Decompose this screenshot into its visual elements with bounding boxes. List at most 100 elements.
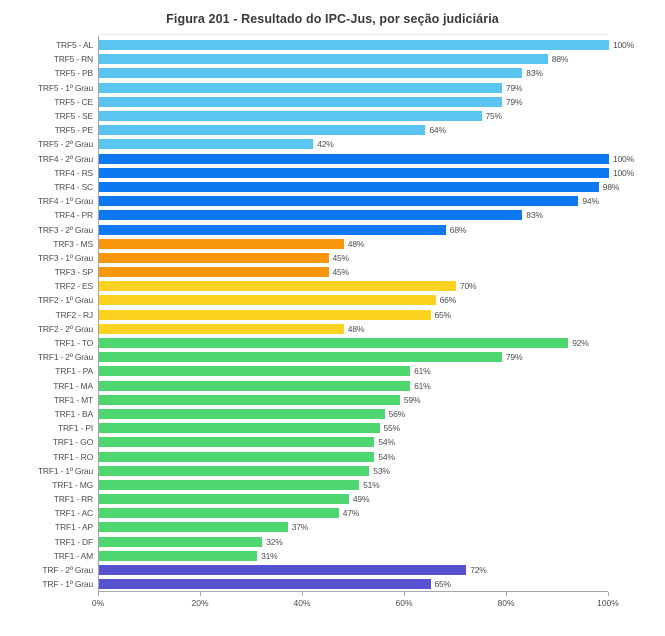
category-label: TRF5 - SE bbox=[54, 111, 94, 122]
y-axis-line bbox=[98, 36, 99, 592]
value-label: 94% bbox=[582, 196, 599, 207]
x-axis-tick bbox=[200, 592, 201, 597]
bar-track: 94% bbox=[99, 196, 609, 207]
bar-track: 54% bbox=[99, 451, 609, 462]
bar-track: 54% bbox=[99, 437, 609, 448]
bar-row: TRF3 - 2º Grau 68% bbox=[0, 222, 665, 236]
bar bbox=[99, 281, 456, 292]
value-label: 32% bbox=[266, 536, 283, 547]
bar-row: TRF5 - 1º Grau 79% bbox=[0, 81, 665, 95]
bar-row: TRF5 - SE 75% bbox=[0, 109, 665, 123]
category-label: TRF3 - MS bbox=[53, 238, 93, 249]
bar-track: 31% bbox=[99, 550, 609, 561]
bar bbox=[99, 550, 258, 561]
bar-track: 65% bbox=[99, 579, 609, 590]
bar-track: 45% bbox=[99, 252, 609, 263]
category-label: TRF1 - GO bbox=[52, 437, 93, 448]
category-label: TRF3 - SP bbox=[54, 267, 94, 278]
bar-row: TRF2 - ES 70% bbox=[0, 279, 665, 293]
bar bbox=[99, 536, 263, 547]
bar bbox=[99, 423, 380, 434]
bar-track: 98% bbox=[99, 181, 619, 192]
bar-row: TRF1 - RR 49% bbox=[0, 492, 665, 506]
bar-row: TRF1 - MG 51% bbox=[0, 478, 665, 492]
category-label: TRF1 - PA bbox=[55, 366, 93, 377]
value-label: 79% bbox=[505, 82, 523, 93]
value-label: 47% bbox=[342, 508, 360, 519]
value-label: 83% bbox=[526, 210, 543, 221]
value-label: 48% bbox=[347, 323, 365, 334]
bar bbox=[99, 451, 375, 462]
category-label: TRF5 - PE bbox=[54, 125, 94, 136]
bar bbox=[99, 579, 431, 590]
bar-row: TRF1 - PI 55% bbox=[0, 421, 665, 435]
bar-track: 56% bbox=[99, 408, 609, 419]
bar bbox=[99, 224, 446, 235]
bar-track: 32% bbox=[99, 536, 609, 547]
bar bbox=[99, 181, 599, 192]
value-label: 65% bbox=[434, 579, 452, 590]
bar-row: TRF4 - PR 83% bbox=[0, 208, 665, 222]
category-label: TRF - 1º Grau bbox=[42, 579, 93, 590]
bar-track: 83% bbox=[99, 68, 609, 79]
bar-row: TRF1 - BA 56% bbox=[0, 407, 665, 421]
bar-row: TRF1 - PA 61% bbox=[0, 364, 665, 378]
value-label: 55% bbox=[383, 423, 401, 434]
category-label: TRF5 - PB bbox=[54, 68, 94, 79]
value-label: 61% bbox=[414, 366, 431, 377]
bar-track: 75% bbox=[99, 111, 609, 122]
value-label: 100% bbox=[613, 167, 634, 178]
bar-row: TRF4 - 1º Grau 94% bbox=[0, 194, 665, 208]
bar bbox=[99, 111, 482, 122]
bar-track: 45% bbox=[99, 267, 609, 278]
bar-track: 100% bbox=[99, 153, 634, 164]
bar-track: 49% bbox=[99, 494, 609, 505]
bar bbox=[99, 522, 288, 533]
bar bbox=[99, 494, 349, 505]
bar-row: TRF - 1º Grau 65% bbox=[0, 577, 665, 591]
bar-track: 92% bbox=[99, 338, 609, 349]
bar bbox=[99, 54, 548, 65]
bar-row: TRF2 - 2º Grau 48% bbox=[0, 322, 665, 336]
bar-row: TRF - 2º Grau 72% bbox=[0, 563, 665, 577]
bar-track: 79% bbox=[99, 352, 609, 363]
x-axis-tick-label: 80% bbox=[497, 598, 515, 609]
category-label: TRF - 2º Grau bbox=[42, 565, 93, 576]
category-label: TRF1 - 2º Grau bbox=[37, 352, 93, 363]
bar-track: 100% bbox=[99, 40, 634, 51]
bar-row: TRF5 - CE 79% bbox=[0, 95, 665, 109]
value-label: 88% bbox=[551, 54, 569, 65]
bar-row: TRF5 - 2º Grau 42% bbox=[0, 137, 665, 151]
bar bbox=[99, 238, 344, 249]
bar bbox=[99, 465, 370, 476]
chart-title: Figura 201 - Resultado do IPC-Jus, por s… bbox=[166, 12, 499, 26]
bar bbox=[99, 82, 502, 93]
bar bbox=[99, 40, 609, 51]
bar-track: 65% bbox=[99, 309, 609, 320]
bar-track: 68% bbox=[99, 224, 609, 235]
bar-track: 53% bbox=[99, 465, 609, 476]
chart-rows: TRF5 - AL 100% TRF5 - RN 88% TRF5 - PB 83% TRF… bbox=[0, 34, 665, 592]
bar bbox=[99, 508, 339, 519]
bar bbox=[99, 267, 329, 278]
category-label: TRF1 - DF bbox=[54, 536, 94, 547]
category-label: TRF5 - 2º Grau bbox=[37, 139, 93, 150]
bar-row: TRF1 - GO 54% bbox=[0, 435, 665, 449]
value-label: 49% bbox=[352, 494, 370, 505]
category-label: TRF4 - 2º Grau bbox=[37, 153, 93, 164]
bar bbox=[99, 565, 467, 576]
category-label: TRF1 - MA bbox=[53, 380, 93, 391]
bar-track: 47% bbox=[99, 508, 609, 519]
bar-row: TRF3 - MS 48% bbox=[0, 237, 665, 251]
value-label: 64% bbox=[429, 125, 446, 136]
value-label: 61% bbox=[414, 380, 431, 391]
value-label: 79% bbox=[505, 96, 523, 107]
value-label: 56% bbox=[388, 408, 406, 419]
bar bbox=[99, 196, 579, 207]
bar-row: TRF1 - AC 47% bbox=[0, 506, 665, 520]
bar-row: TRF1 - AP 37% bbox=[0, 520, 665, 534]
bar-track: 72% bbox=[99, 565, 609, 576]
category-label: TRF2 - 1º Grau bbox=[37, 295, 93, 306]
bar-row: TRF2 - RJ 65% bbox=[0, 308, 665, 322]
